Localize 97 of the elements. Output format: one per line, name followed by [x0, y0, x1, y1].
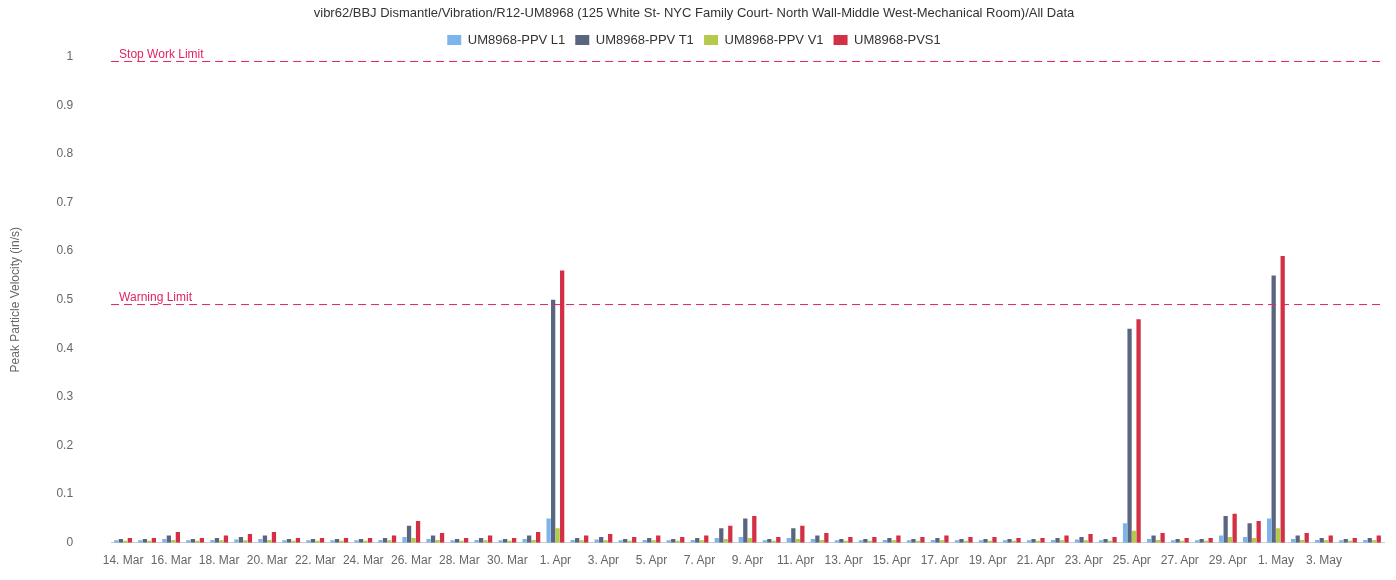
bar — [1184, 537, 1189, 543]
x-tick-label: 25. Apr — [1112, 553, 1151, 568]
bar — [887, 537, 892, 543]
bar — [411, 537, 416, 543]
x-tick-label: 3. May — [1305, 553, 1342, 568]
bar — [186, 540, 191, 543]
x-tick-label: 14. Mar — [102, 553, 144, 568]
bar — [1267, 518, 1272, 543]
x-tick-label: 19. Apr — [968, 553, 1007, 568]
bar — [1208, 537, 1213, 543]
y-tick-label: 0.2 — [56, 437, 74, 452]
legend-label: UM8968-PVS1 — [854, 31, 941, 47]
y-tick-label: 0.1 — [56, 486, 74, 501]
y-axis-title: Peak Particle Velocity (in/s) — [7, 227, 22, 373]
ref-line-label: Warning Limit — [119, 289, 193, 304]
legend-label: UM8968-PPV V1 — [724, 31, 824, 47]
bar — [743, 518, 748, 543]
y-tick-label: 0.8 — [56, 146, 74, 161]
x-tick-label: 29. Apr — [1208, 553, 1247, 568]
y-tick-label: 0.7 — [56, 194, 74, 209]
x-tick-label: 9. Apr — [731, 553, 764, 568]
bar — [551, 299, 556, 543]
y-tick-label: 0.6 — [56, 243, 74, 258]
bar — [354, 540, 359, 543]
bar — [1160, 533, 1165, 543]
bar — [1276, 528, 1281, 543]
x-tick-label: 1. May — [1257, 553, 1294, 568]
bar — [387, 540, 392, 543]
x-tick-label: 24. Mar — [342, 553, 384, 568]
bar — [555, 528, 560, 543]
bar — [944, 535, 949, 543]
y-tick-label: 1 — [66, 48, 74, 63]
bar — [935, 537, 940, 543]
bar — [920, 536, 925, 543]
x-tick-label: 5. Apr — [635, 553, 668, 568]
x-tick-label: 22. Mar — [294, 553, 336, 568]
x-tick-label: 28. Mar — [438, 553, 480, 568]
legend-label: UM8968-PPV L1 — [467, 31, 566, 47]
bar — [872, 536, 877, 543]
bar — [752, 516, 757, 543]
y-tick-label: 0 — [66, 535, 74, 550]
chart-title: vibr62/BBJ Dismantle/Vibration/R12-UM8968 (125 White St- NYC Family Court- North Wall-Middle West-Mechanical Room)/All Data — [313, 5, 1076, 21]
bar — [1232, 513, 1237, 543]
x-tick-label: 16. Mar — [150, 553, 192, 568]
x-tick-label: 7. Apr — [683, 553, 716, 568]
bar — [1079, 536, 1084, 543]
bar — [282, 540, 287, 543]
y-tick-label: 0.3 — [56, 389, 74, 404]
x-tick-label: 11. Apr — [777, 553, 815, 568]
y-tick-label: 0.5 — [56, 292, 74, 307]
bar — [219, 540, 224, 543]
x-tick-label: 13. Apr — [824, 553, 863, 568]
x-tick-label: 15. Apr — [872, 553, 911, 568]
bar — [1136, 319, 1141, 543]
bar — [560, 270, 565, 543]
bar — [234, 539, 239, 543]
bar — [719, 528, 724, 543]
ref-line-label: Stop Work Limit — [119, 46, 205, 61]
bar — [1271, 275, 1276, 543]
bar — [1127, 328, 1132, 543]
bar — [1280, 255, 1285, 543]
bar — [968, 536, 973, 543]
bar — [848, 536, 853, 543]
x-tick-label: 18. Mar — [198, 553, 240, 568]
bar — [1151, 535, 1156, 543]
x-tick-label: 20. Mar — [246, 553, 288, 568]
bar — [791, 528, 796, 543]
bar — [243, 540, 248, 543]
x-tick-label: 3. Apr — [587, 553, 620, 568]
bar — [450, 540, 455, 543]
x-tick-label: 1. Apr — [539, 553, 572, 568]
bar — [1088, 534, 1093, 543]
x-tick-label: 21. Apr — [1016, 553, 1055, 568]
bar — [992, 536, 997, 543]
x-tick-label: 30. Mar — [487, 553, 528, 568]
bar — [1016, 537, 1021, 543]
x-tick-label: 26. Mar — [390, 553, 432, 568]
legend-label: UM8968-PPV T1 — [595, 31, 694, 47]
x-tick-label: 27. Apr — [1160, 553, 1199, 568]
x-tick-label: 17. Apr — [920, 553, 959, 568]
bar — [1112, 536, 1117, 543]
x-tick-label: 23. Apr — [1064, 553, 1103, 568]
bar — [306, 540, 311, 543]
y-tick-label: 0.4 — [56, 340, 74, 355]
bar — [1055, 537, 1060, 543]
bar — [1064, 535, 1069, 543]
bar — [1247, 523, 1252, 543]
y-tick-label: 0.9 — [56, 97, 74, 112]
bar — [896, 535, 901, 543]
bar — [1040, 537, 1045, 543]
bar — [402, 536, 407, 543]
bar — [546, 518, 551, 543]
bar — [1223, 516, 1228, 543]
bar — [330, 540, 335, 543]
bar — [483, 540, 488, 543]
bar — [498, 540, 503, 543]
bar — [1122, 523, 1128, 543]
